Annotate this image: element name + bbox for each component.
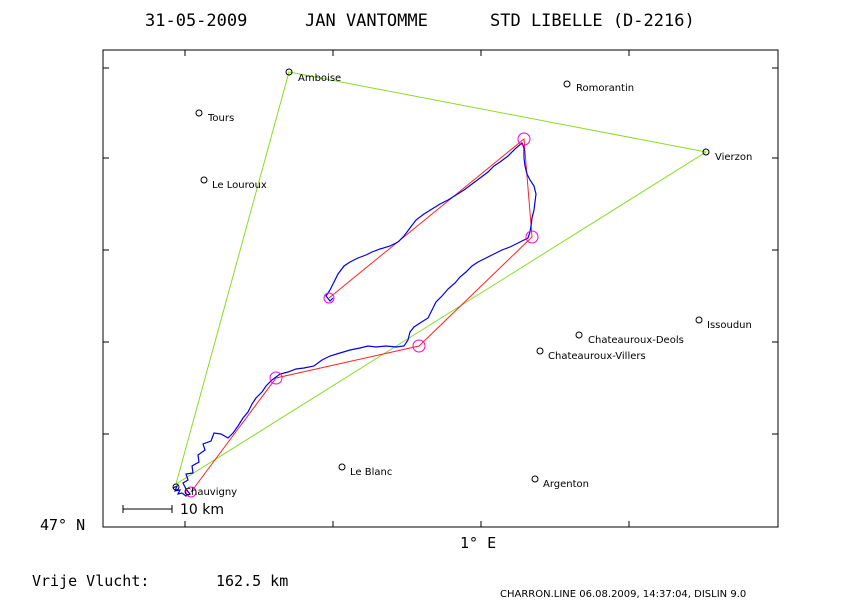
footer-info: CHARRON.LINE 06.08.2009, 14:37:04, DISLI…: [500, 589, 746, 600]
town-marker: [563, 80, 571, 88]
map-frame: [102, 49, 779, 528]
town-label: Chateauroux-Deols: [588, 335, 684, 346]
town-le-louroux: Le Louroux: [200, 176, 267, 191]
town-marker: [536, 347, 544, 355]
town-label: Amboise: [298, 73, 341, 84]
town-le-blanc: Le Blanc: [338, 463, 392, 478]
turnpoint-marker: [269, 371, 283, 385]
town-chauvigny: Chauvigny: [172, 483, 237, 498]
optimised-legs: [190, 138, 533, 493]
town-label: Issoudun: [707, 320, 752, 331]
town-vierzon: Vierzon: [702, 148, 752, 163]
town-marker: [195, 109, 203, 117]
turnpoint-marker: [185, 486, 197, 498]
town-marker: [200, 176, 208, 184]
town-marker: [531, 475, 539, 483]
glider-type: STD LIBELLE (D-2216): [490, 11, 695, 31]
town-amboise: Amboise: [285, 68, 341, 84]
scale-bar: 10 km: [122, 502, 224, 518]
turnpoint-marker: [323, 292, 335, 304]
task-triangle: [175, 71, 708, 486]
scale-bar-label: 10 km: [180, 502, 224, 518]
town-marker: [702, 148, 710, 156]
town-label: Le Blanc: [350, 467, 392, 478]
turnpoint-markers: [185, 132, 539, 498]
town-label: Romorantin: [576, 83, 634, 94]
town-marker: [575, 331, 583, 339]
frame-ticks: [103, 50, 778, 527]
town-romorantin: Romorantin: [563, 80, 634, 94]
flight-distance: 162.5 km: [216, 572, 288, 590]
town-marker: [172, 483, 180, 491]
turnpoint-marker: [525, 230, 539, 244]
town-label: Chauvigny: [184, 487, 237, 498]
town-marker: [695, 316, 703, 324]
flight-type-label: Vrije Vlucht:: [32, 572, 149, 590]
town-argenton: Argenton: [531, 475, 589, 490]
town-issoudun: Issoudun: [695, 316, 752, 331]
latitude-label: 47° N: [40, 516, 85, 534]
town-label: Argenton: [543, 479, 589, 490]
turnpoint-marker: [517, 132, 531, 146]
turnpoint-marker: [412, 339, 426, 353]
town-marker: [285, 68, 293, 76]
town-tours: Tours: [195, 109, 234, 124]
town-label: Vierzon: [715, 152, 752, 163]
town-chateauroux-villers: Chateauroux-Villers: [536, 347, 646, 362]
town-label: Le Louroux: [212, 180, 267, 191]
longitude-label: 1° E: [460, 534, 496, 552]
town-label: Tours: [207, 113, 234, 124]
flight-date: 31-05-2009: [145, 11, 247, 31]
town-marker: [338, 463, 346, 471]
gps-track: [172, 142, 537, 497]
pilot-name: JAN VANTOMME: [305, 11, 428, 31]
town-label: Chateauroux-Villers: [548, 351, 646, 362]
town-chateauroux-deols: Chateauroux-Deols: [575, 331, 684, 346]
